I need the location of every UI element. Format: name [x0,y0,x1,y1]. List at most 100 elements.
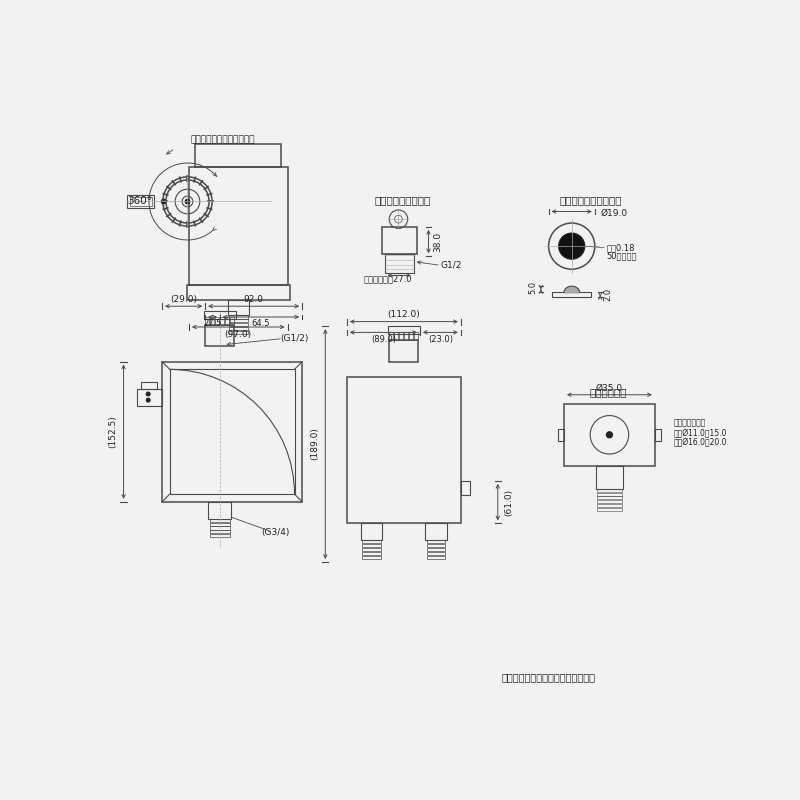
Text: (89.0): (89.0) [371,335,396,344]
Text: (97.0): (97.0) [225,330,252,339]
Bar [229,323,247,326]
Bar [220,317,224,325]
Bar [205,325,234,346]
Bar [427,552,446,555]
Bar [461,481,470,495]
Text: 二面カット帤27.0: 二面カット帤27.0 [364,274,412,284]
Bar [204,311,236,318]
Bar [210,530,230,534]
Bar [227,300,249,315]
Text: 64.5: 64.5 [252,318,270,328]
Bar [394,332,398,340]
Text: 2.0: 2.0 [603,288,612,302]
Text: (189.0): (189.0) [310,428,319,461]
Bar [138,389,162,406]
Bar [427,548,446,551]
Bar [595,466,623,489]
Bar [205,317,210,325]
Bar [225,317,229,325]
Bar [229,331,247,334]
Text: (23.0): (23.0) [428,335,453,344]
Circle shape [146,392,150,396]
Bar [597,489,622,492]
Text: ビスつきアダプター: ビスつきアダプター [374,195,430,205]
Bar [427,540,446,543]
Bar [362,544,381,547]
Bar [186,285,290,300]
Bar [427,556,446,558]
Bar [388,326,420,334]
Bar [215,317,219,325]
Bar [597,500,622,503]
Bar [127,194,154,209]
Text: 線径0.18: 線径0.18 [606,243,635,252]
Text: (29.0): (29.0) [170,294,197,304]
Bar [210,526,230,530]
Bar [597,504,622,507]
Text: 注：（）内寸法は参考寸法である。: 注：（）内寸法は参考寸法である。 [502,672,595,682]
Text: ストレーナーパッキン: ストレーナーパッキン [560,195,622,205]
Bar [409,332,413,340]
Bar [142,382,157,389]
Circle shape [558,233,585,259]
Bar [362,540,381,543]
Text: G1/2: G1/2 [441,261,462,270]
Bar [597,496,622,499]
Bar [229,319,247,322]
Bar [195,144,282,167]
Bar [390,332,394,340]
Bar [230,317,234,325]
Text: (61.0): (61.0) [504,489,513,516]
Bar [385,254,414,273]
Circle shape [185,199,190,204]
Bar [361,523,382,540]
Text: (G3/4): (G3/4) [261,528,290,537]
Bar [229,315,247,318]
Text: 使用可能ホース: 使用可能ホース [674,418,706,428]
Text: (152.5): (152.5) [108,415,118,448]
Text: 360°: 360° [127,197,152,206]
Text: (G1/2): (G1/2) [280,334,309,343]
Bar [347,377,461,523]
Bar [210,518,230,522]
Bar [210,534,230,538]
Text: 50メッシュ: 50メッシュ [606,252,637,261]
Bar [162,362,302,502]
Bar [208,502,231,518]
Circle shape [606,432,613,438]
Bar [130,197,152,206]
Text: (112.0): (112.0) [387,310,420,319]
Bar [558,429,564,441]
Bar [362,552,381,555]
Text: 凳結防止ユニット回転角度: 凳結防止ユニット回転角度 [190,135,255,144]
Bar [189,167,287,285]
Text: 外径Ø16.0～20.0: 外径Ø16.0～20.0 [674,438,727,446]
Text: 27.5: 27.5 [203,318,222,328]
Bar [426,523,447,540]
Text: 92.0: 92.0 [244,294,264,304]
Bar [414,332,418,340]
Bar [655,429,661,441]
Bar [210,522,230,526]
Text: 38.0: 38.0 [434,231,442,251]
Bar [170,370,294,494]
Bar [399,332,403,340]
Bar [390,340,418,362]
Text: ホースエンド: ホースエンド [590,387,627,398]
Bar [362,548,381,551]
Bar [404,332,408,340]
Text: Ø35.0: Ø35.0 [596,383,623,392]
Bar [597,508,622,511]
Circle shape [146,398,150,402]
Bar [210,317,214,325]
Circle shape [162,199,166,204]
Text: Ø19.0: Ø19.0 [601,210,628,218]
Bar [553,292,591,297]
Text: 内径Ø11.0～15.0: 内径Ø11.0～15.0 [674,428,726,437]
Text: 5.0: 5.0 [529,281,538,294]
Bar [382,227,417,254]
Bar [597,493,622,496]
Bar [362,556,381,558]
Bar [564,404,655,466]
Bar [229,327,247,330]
